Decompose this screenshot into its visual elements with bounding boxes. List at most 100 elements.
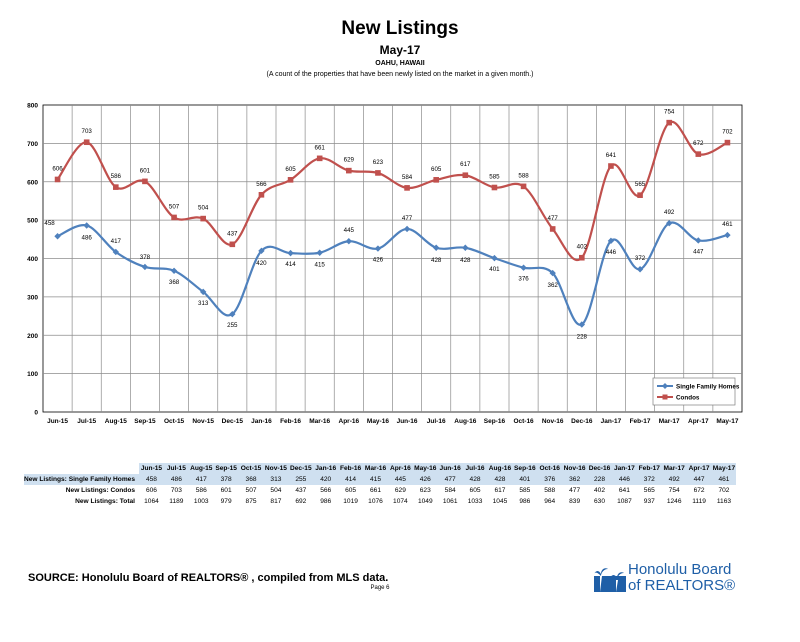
data-point	[229, 241, 236, 248]
data-point	[520, 264, 527, 271]
table-cell: 492	[661, 474, 687, 485]
data-point	[665, 219, 673, 227]
line-chart: 0 100 200 300 400 500 600 700 800 Jun-15 Jul-15 Aug…	[27, 103, 743, 425]
table-cell: 420	[313, 474, 339, 485]
x-tick-label: Jun-15	[47, 418, 68, 425]
table-cell: 402	[594, 487, 606, 494]
table-cell: 1246	[666, 498, 682, 505]
data-label: 428	[431, 257, 442, 264]
table-column-header: Aug-15	[188, 463, 214, 474]
table-column-header: Jan-16	[313, 463, 339, 474]
x-tick-label: Mar-16	[309, 418, 330, 425]
table-cell: 586	[195, 487, 207, 494]
table-column-header: Aug-16	[487, 463, 513, 474]
data-point	[491, 184, 498, 191]
table-row-label: New Listings: Single Family Homes	[24, 474, 140, 485]
table-cell: 630	[594, 498, 606, 505]
y-tick-label: 800	[27, 103, 38, 110]
y-tick-label: 500	[27, 218, 38, 225]
table-row: New Listings: Total 1064 1189 1003 979 875 817…	[24, 496, 736, 507]
table-cell: 588	[544, 487, 556, 494]
table-cell: 817	[270, 498, 282, 505]
table-cell: 437	[295, 487, 307, 494]
table-cell: 692	[295, 498, 307, 505]
table-cell: 839	[569, 498, 581, 505]
data-label: 566	[256, 181, 267, 188]
x-tick-label: Mar-17	[659, 418, 680, 425]
legend-label: Single Family Homes	[676, 383, 740, 390]
x-tick-label: Nov-16	[542, 418, 564, 425]
data-label: 461	[722, 221, 733, 228]
x-tick-label: Apr-16	[339, 418, 360, 425]
table-cell: 606	[145, 487, 157, 494]
table-column-header: Feb-17	[636, 463, 662, 474]
table-row-label: New Listings: Condos	[65, 487, 136, 494]
data-point	[724, 231, 731, 239]
table-column-header: Jun-16	[437, 463, 463, 474]
page-title: New Listings	[341, 18, 459, 39]
table-row: New Listings: Single Family Homes 458 486 4…	[24, 474, 737, 485]
data-label: 605	[285, 166, 296, 173]
table-body: New Listings: Single Family Homes 458 486 4…	[24, 474, 737, 507]
table-cell: 754	[668, 487, 680, 494]
table-column-header: Nov-15	[263, 463, 289, 474]
palm-tree-icon	[594, 568, 626, 592]
honolulu-board-logo: Honolulu Board of REALTORS®	[594, 560, 744, 594]
data-label: 606	[52, 165, 63, 172]
data-label: 754	[664, 109, 675, 116]
x-tick-label: Sep-16	[484, 418, 506, 425]
table-cell: 1003	[193, 498, 209, 505]
x-tick-label: Aug-15	[105, 418, 127, 425]
data-table: Jun-15 Jul-15 Aug-15 Sep-15 Oct-15 Nov-15 Dec-…	[24, 463, 737, 507]
data-label: 362	[548, 282, 559, 289]
data-label: 492	[664, 209, 675, 216]
table-cell: 445	[387, 474, 413, 485]
data-label: 445	[344, 227, 355, 234]
data-point	[287, 177, 294, 183]
data-point	[113, 184, 119, 190]
logo-text-line1: Honolulu Board	[628, 561, 732, 578]
data-point	[258, 191, 265, 198]
table-cell: 504	[270, 487, 282, 494]
table-column-header: Oct-15	[238, 463, 264, 474]
data-point	[142, 178, 148, 185]
table-column-header: Mar-16	[363, 463, 388, 474]
legend-box	[652, 377, 736, 406]
table-cell: 703	[170, 487, 182, 494]
data-label: 313	[198, 300, 209, 307]
table-cell: 672	[693, 487, 705, 494]
data-point	[608, 163, 614, 169]
data-point	[199, 288, 207, 296]
data-label: 585	[489, 174, 500, 181]
data-point	[112, 248, 120, 256]
table-cell: 447	[686, 474, 712, 485]
x-tick-label: Feb-17	[630, 418, 651, 425]
y-tick-label: 300	[27, 294, 38, 301]
table-column-header: Nov-16	[562, 463, 588, 474]
table-column-header: Dec-15	[288, 463, 314, 474]
data-label: 588	[518, 172, 529, 179]
table-cell: 661	[369, 487, 381, 494]
table-cell: 428	[487, 474, 513, 485]
table-cell: 376	[537, 474, 563, 485]
x-tick-label: Feb-16	[280, 418, 301, 425]
data-label: 420	[256, 260, 267, 267]
data-point	[54, 233, 61, 240]
table-cell: 1189	[169, 498, 184, 505]
table-column-header: May-17	[711, 463, 737, 474]
data-label: 437	[227, 230, 238, 237]
data-label: 565	[635, 181, 646, 188]
location-label: OAHU, HAWAII	[375, 60, 425, 67]
table-column-header: Apr-17	[686, 463, 712, 474]
data-point	[374, 245, 382, 252]
y-tick-label: 200	[27, 333, 38, 340]
data-label: 415	[315, 262, 326, 269]
table-cell: 1049	[417, 498, 433, 505]
data-label: 703	[82, 128, 93, 135]
data-point	[579, 254, 585, 261]
data-label: 605	[431, 166, 442, 173]
source-note: SOURCE: Honolulu Board of REALTORS® , co…	[28, 572, 389, 584]
data-point	[462, 244, 469, 251]
data-label: 446	[606, 249, 617, 256]
data-label: 672	[693, 140, 704, 147]
